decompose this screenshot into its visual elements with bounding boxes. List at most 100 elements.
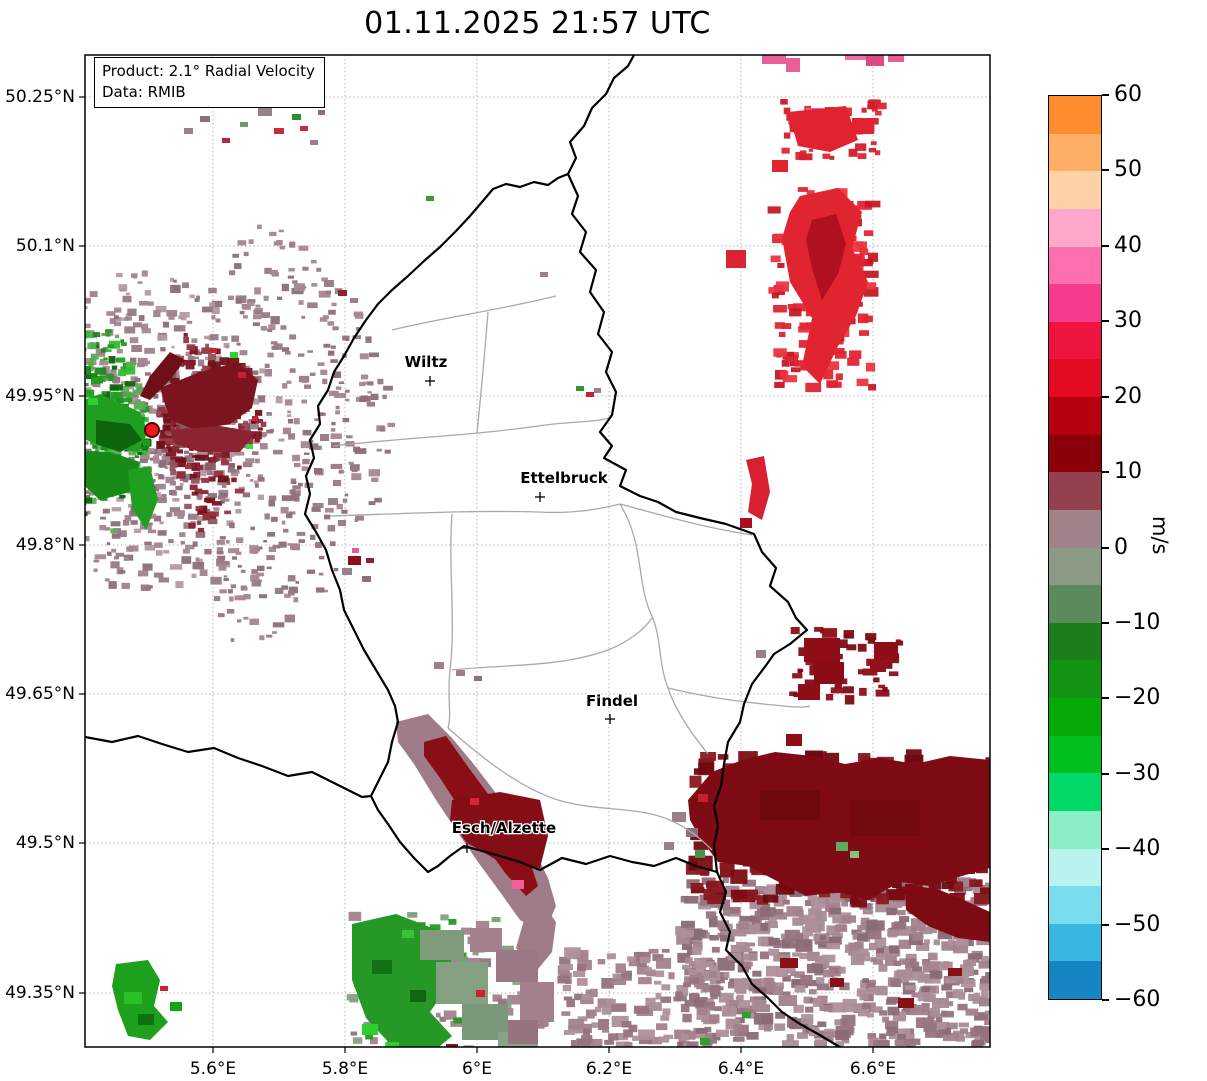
radar-pixel [863, 993, 874, 1002]
radar-echo [292, 114, 301, 120]
radar-pixel [937, 930, 953, 940]
radar-pixel [135, 383, 143, 388]
radar-echo [576, 386, 584, 391]
radar-pixel [153, 455, 159, 459]
radar-pixel [868, 384, 877, 391]
radar-pixel [768, 948, 780, 956]
radar-pixel [85, 323, 91, 329]
radar-pixel [108, 581, 117, 589]
radar-pixel [211, 315, 216, 320]
radar-pixel [85, 441, 89, 445]
radar-pixel [814, 626, 824, 632]
radar-pixel [822, 1031, 834, 1042]
radar-pixel [858, 1009, 869, 1017]
radar-pixel [775, 1011, 786, 1019]
radar-pixel [65, 527, 75, 533]
district-border [476, 311, 489, 435]
radar-pixel [170, 482, 176, 486]
radar-pixel [901, 1009, 911, 1015]
radar-pixel [243, 616, 249, 620]
colorbar-tick [1102, 244, 1109, 247]
colorbar-tick-label: 60 [1114, 82, 1142, 107]
radar-echo [688, 752, 990, 900]
radar-pixel [170, 277, 174, 282]
radar-pixel [184, 494, 191, 500]
radar-pixel [134, 378, 141, 382]
radar-pixel [924, 974, 941, 984]
radar-pixel [321, 277, 328, 282]
radar-pixel [92, 444, 98, 449]
radar-pixel [219, 492, 228, 498]
radar-pixel [66, 343, 72, 348]
radar-pixel [606, 999, 616, 1005]
radar-pixel [217, 479, 227, 486]
colorbar-tick-label: 50 [1114, 157, 1142, 183]
radar-pixel [259, 594, 267, 599]
radar-pixel [695, 1028, 708, 1034]
radar-pixel [808, 989, 817, 995]
radar-pixel [254, 439, 261, 443]
radar-pixel [107, 344, 115, 348]
radar-pixel [78, 439, 85, 443]
radar-pixel [179, 477, 189, 481]
radar-pixel [133, 401, 146, 410]
radar-pixel [752, 970, 762, 977]
radar-pixel [864, 979, 876, 985]
radar-echo [780, 958, 798, 968]
radar-pixel [888, 900, 903, 908]
radar-pixel [847, 357, 860, 366]
radar-pixel [205, 356, 211, 361]
radar-pixel [61, 363, 71, 371]
colorbar-band [1049, 773, 1101, 811]
radar-pixel [864, 282, 877, 290]
radar-pixel [219, 589, 227, 594]
radar-pixel [60, 488, 65, 491]
radar-pixel [34, 358, 42, 366]
radar-pixel [813, 997, 821, 1007]
radar-pixel [216, 551, 224, 555]
radar-pixel [760, 951, 769, 960]
radar-pixel [57, 367, 66, 374]
radar-pixel [171, 445, 180, 453]
radar-pixel [85, 490, 90, 494]
radar-pixel [973, 893, 990, 905]
radar-echo [760, 790, 820, 820]
radar-pixel [828, 891, 844, 902]
radar-pixel [287, 275, 294, 279]
radar-pixel [765, 981, 776, 993]
radar-pixel [220, 460, 230, 466]
radar-echo [230, 352, 238, 358]
radar-pixel [166, 310, 178, 317]
radar-pixel [54, 349, 62, 356]
radar-pixel [859, 330, 869, 336]
radar-pixel [706, 880, 724, 893]
radar-pixel [315, 587, 325, 593]
radar-echo [520, 982, 554, 1022]
district-border [447, 513, 453, 729]
radar-pixel [979, 997, 990, 1007]
radar-pixel [878, 684, 886, 689]
radar-pixel [153, 394, 159, 399]
radar-pixel [153, 492, 161, 499]
radar-pixel [733, 1023, 742, 1032]
radar-pixel [68, 493, 75, 498]
radar-pixel [163, 418, 171, 424]
radar-pixel [210, 576, 222, 585]
radar-pixel [363, 396, 371, 402]
radar-pixel [805, 1006, 814, 1013]
radar-pixel [216, 547, 223, 552]
radar-pixel [56, 443, 63, 447]
radar-pixel [61, 496, 70, 500]
radar-pixel [838, 338, 844, 345]
radar-pixel [876, 893, 889, 905]
colorbar-band [1049, 96, 1101, 134]
radar-pixel [302, 429, 312, 436]
radar-pixel [443, 1010, 457, 1020]
radar-pixel [336, 503, 343, 510]
radar-pixel [690, 929, 703, 941]
radar-pixel [134, 455, 140, 459]
radar-pixel [56, 424, 66, 430]
colorbar-band [1049, 848, 1101, 887]
radar-pixel [137, 452, 143, 455]
radar-pixel [870, 141, 877, 146]
